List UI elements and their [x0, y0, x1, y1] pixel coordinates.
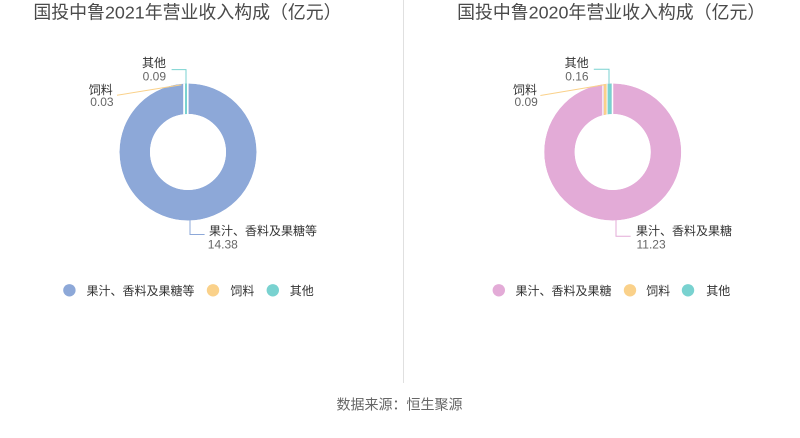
svg-text:饲料: 饲料	[513, 83, 537, 97]
svg-text:果汁、香料及果糖: 果汁、香料及果糖	[636, 223, 732, 238]
svg-text:11.23: 11.23	[637, 237, 666, 251]
svg-text:数据来源：恒生聚源: 数据来源：恒生聚源	[337, 397, 463, 413]
svg-text:国投中鲁2020年营业收入构成（亿元）: 国投中鲁2020年营业收入构成（亿元）	[457, 2, 765, 22]
svg-text:果汁、香料及果糖: 果汁、香料及果糖	[516, 283, 612, 298]
svg-text:0.09: 0.09	[514, 95, 538, 109]
svg-text:其他: 其他	[290, 284, 314, 298]
svg-text:果汁、香料及果糖等: 果汁、香料及果糖等	[87, 283, 195, 298]
svg-text:国投中鲁2021年营业收入构成（亿元）: 国投中鲁2021年营业收入构成（亿元）	[33, 2, 341, 22]
svg-text:其他: 其他	[565, 56, 589, 70]
svg-text:其他: 其他	[706, 284, 730, 298]
svg-text:其他: 其他	[142, 56, 166, 70]
svg-text:0.03: 0.03	[90, 95, 114, 109]
svg-text:0.16: 0.16	[565, 69, 589, 83]
svg-text:饲料: 饲料	[230, 284, 254, 298]
svg-text:14.38: 14.38	[208, 237, 238, 251]
svg-text:0.09: 0.09	[143, 69, 167, 83]
svg-text:果汁、香料及果糖等: 果汁、香料及果糖等	[209, 223, 317, 238]
svg-text:饲料: 饲料	[89, 83, 113, 97]
svg-text:饲料: 饲料	[646, 284, 670, 298]
